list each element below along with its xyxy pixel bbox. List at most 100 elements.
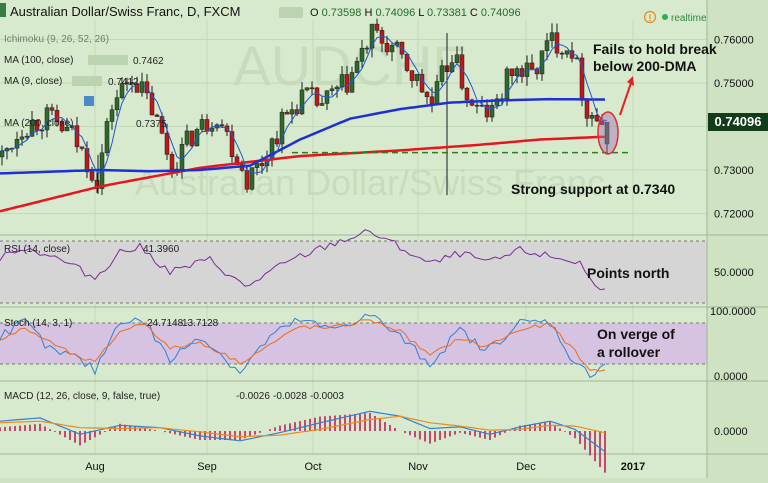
- candle-body: [524, 62, 530, 77]
- annotation-break-line1: Fails to hold break: [593, 41, 717, 57]
- macd-line: [0, 410, 606, 453]
- candle-body: [389, 45, 395, 53]
- candle-body: [594, 115, 600, 122]
- realtime-label: realtime: [671, 13, 707, 24]
- candle-body: [119, 83, 125, 98]
- candlestick-series: [0, 18, 610, 196]
- candle-body: [559, 52, 565, 55]
- time-tick-label: Dec: [516, 461, 536, 473]
- macd-tick-label: 0.0000: [714, 426, 748, 438]
- candle-body: [74, 125, 80, 148]
- candle-body: [584, 98, 590, 119]
- stoch-tick-label: 100.0000: [710, 306, 756, 318]
- candle-body: [244, 170, 250, 190]
- last-price-tag: [708, 113, 768, 131]
- candle-body: [204, 119, 210, 132]
- candle-body: [464, 87, 470, 101]
- candle-body: [189, 130, 195, 147]
- time-tick-label: Oct: [304, 461, 321, 473]
- candle-body: [489, 104, 495, 118]
- arrow-shaft: [619, 79, 633, 116]
- candle-body: [79, 146, 85, 149]
- candle-body: [374, 23, 380, 31]
- candle-body: [284, 111, 290, 115]
- candle-body: [224, 125, 230, 132]
- candle-body: [319, 103, 325, 106]
- candle-body: [289, 109, 295, 115]
- rsi-value: 41.3960: [143, 244, 180, 255]
- legend-ma100: MA (100, close): [4, 55, 73, 66]
- candle-body: [54, 110, 60, 122]
- alert-icon[interactable]: [643, 10, 657, 24]
- candle-body: [24, 135, 30, 138]
- legend-ma-short-controls[interactable]: [72, 76, 102, 86]
- candle-body: [344, 74, 350, 93]
- candle-body: [589, 115, 595, 119]
- candle-body: [364, 47, 370, 50]
- price-tick-label: 0.75000: [714, 78, 754, 90]
- macd-hist-value: -0.0026: [236, 391, 270, 402]
- header-settings-icon[interactable]: [279, 7, 303, 18]
- candle-body: [504, 68, 510, 100]
- candle-body: [554, 32, 560, 54]
- candle-body: [229, 131, 235, 157]
- candle-body: [129, 82, 135, 84]
- candle-body: [14, 138, 20, 149]
- candle-body: [94, 179, 100, 189]
- annotation-break-line2: below 200-DMA: [593, 58, 696, 74]
- candle-body: [409, 70, 415, 81]
- candle-body: [114, 97, 120, 110]
- candle-body: [124, 82, 130, 84]
- candle-body: [564, 50, 570, 55]
- candle-body: [549, 32, 555, 41]
- candle-body: [339, 74, 345, 88]
- annotation-rsi: Points north: [587, 265, 669, 281]
- time-tick-label: Sep: [197, 461, 217, 473]
- realtime-dot-icon: [662, 14, 668, 20]
- ohlc-readout: O 0.73598 H 0.74096 L 0.73381 C 0.74096: [310, 7, 521, 19]
- legend-ichimoku: Ichimoku (9, 26, 52, 26): [4, 34, 109, 45]
- price-tick-label: 0.76000: [714, 35, 754, 47]
- time-axis-labels: Aug Sep Oct Nov Dec 2017: [85, 461, 645, 473]
- candle-body: [544, 40, 550, 51]
- candle-body: [89, 171, 95, 181]
- legend-vol-icon[interactable]: [84, 96, 94, 106]
- candle-body: [44, 107, 50, 131]
- candle-body: [104, 121, 110, 154]
- legend-ma-short: MA (9, close): [4, 76, 62, 87]
- candle-body: [304, 87, 310, 91]
- candle-body: [334, 86, 340, 90]
- chart-title: Australian Dollar/Swiss Franc, D, FXCM: [10, 4, 240, 19]
- candle-body: [209, 127, 215, 132]
- stoch-k-line: [0, 313, 606, 379]
- macd-signal-value: -0.0003: [310, 391, 344, 402]
- legend-ma-short-value: 0.7412: [108, 77, 139, 88]
- candle-body: [199, 119, 205, 130]
- legend-ma100-controls[interactable]: [88, 55, 128, 65]
- stoch-tick-label: 0.0000: [714, 371, 748, 383]
- candle-body: [484, 104, 490, 118]
- candle-body: [154, 114, 160, 117]
- candle-body: [359, 47, 365, 62]
- collapse-handle[interactable]: [0, 3, 6, 17]
- candle-body: [314, 87, 320, 106]
- candle-body: [369, 23, 375, 49]
- price-axis-labels: 0.76000 0.75000 0.73000 0.72000 50.0000 100.0…: [710, 35, 756, 438]
- candle-body: [159, 116, 165, 134]
- price-tick-label: 0.73000: [714, 165, 754, 177]
- ma-short-line: [1, 35, 608, 174]
- candle-body: [574, 57, 580, 60]
- candle-body: [254, 163, 260, 168]
- candle-body: [299, 89, 305, 115]
- alert-icon-glyph: !: [649, 13, 652, 23]
- candle-body: [29, 120, 35, 137]
- rsi-tick-label: 50.0000: [714, 267, 754, 279]
- candle-body: [64, 126, 70, 132]
- legend-ma100-value: 0.7462: [133, 56, 164, 67]
- candle-body: [139, 81, 145, 93]
- candle-body: [0, 150, 5, 158]
- candle-body: [414, 74, 420, 81]
- candle-body: [534, 68, 540, 75]
- candle-body: [169, 154, 175, 170]
